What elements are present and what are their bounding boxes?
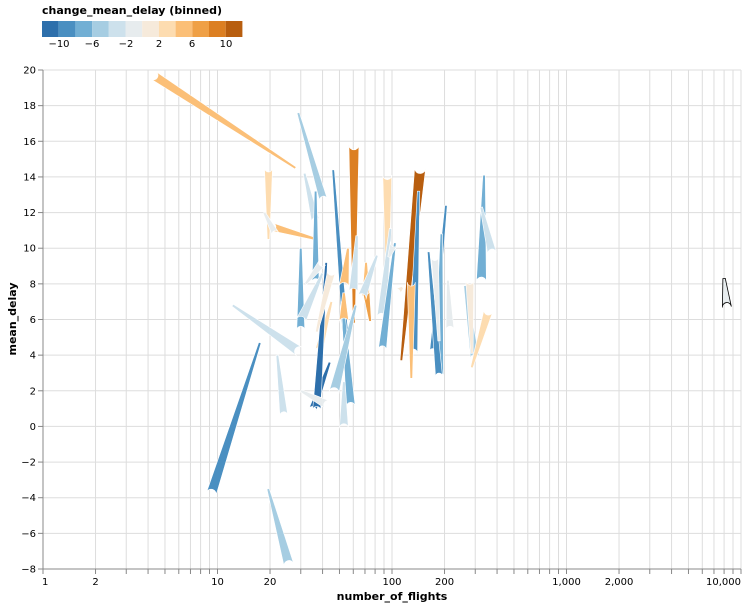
legend-swatch bbox=[108, 21, 126, 37]
y-tick-label: 10 bbox=[23, 244, 36, 255]
y-tick-label: 0 bbox=[30, 422, 36, 433]
trail bbox=[378, 242, 397, 351]
trail bbox=[264, 167, 273, 240]
legend-swatch bbox=[42, 21, 59, 37]
y-tick-label: 6 bbox=[30, 315, 36, 326]
legend-swatch bbox=[58, 21, 76, 37]
trail bbox=[393, 286, 404, 297]
trail bbox=[722, 277, 732, 308]
trail bbox=[479, 206, 497, 255]
legend-swatch bbox=[209, 21, 226, 37]
y-axis-title: mean_delay bbox=[6, 282, 19, 355]
trail bbox=[348, 144, 360, 324]
y-tick-label: 18 bbox=[23, 101, 36, 112]
color-legend: change_mean_delay (binned) −10 −6 −2 2 6 10 bbox=[42, 4, 243, 50]
legend-label: −6 bbox=[85, 39, 100, 50]
y-tick-label: 20 bbox=[23, 66, 36, 77]
y-tick-label: 16 bbox=[23, 137, 36, 148]
y-tick-label: 12 bbox=[23, 208, 36, 219]
grid bbox=[42, 69, 742, 570]
legend-swatch bbox=[225, 21, 243, 37]
trail bbox=[357, 254, 379, 300]
trail bbox=[338, 247, 350, 288]
trail bbox=[348, 235, 359, 294]
trail bbox=[270, 222, 318, 241]
trail bbox=[339, 381, 349, 429]
trail bbox=[275, 354, 289, 417]
trail bbox=[328, 304, 358, 394]
trail bbox=[304, 259, 326, 286]
legend-swatch bbox=[92, 21, 109, 37]
trail bbox=[262, 211, 279, 236]
y-tick-label: −6 bbox=[21, 529, 36, 540]
x-tick-label: 1 bbox=[42, 577, 48, 588]
trail bbox=[315, 270, 336, 333]
legend-swatch bbox=[175, 21, 193, 37]
trail bbox=[427, 251, 443, 377]
legend-label: 2 bbox=[156, 39, 162, 50]
legend-label: 6 bbox=[189, 39, 195, 50]
x-axis-title: number_of_flights bbox=[337, 590, 448, 603]
y-tick-label: 2 bbox=[30, 386, 36, 397]
trail bbox=[296, 112, 328, 202]
trail bbox=[295, 272, 325, 324]
x-tick-label: 200 bbox=[435, 577, 454, 588]
y-tick-label: 4 bbox=[30, 351, 36, 362]
x-tick-label: 1,000 bbox=[552, 577, 581, 588]
legend-swatch bbox=[125, 21, 143, 37]
x-tick-label: 2,000 bbox=[605, 577, 634, 588]
y-tick-label: 8 bbox=[30, 279, 36, 290]
legend-title: change_mean_delay (binned) bbox=[42, 4, 222, 17]
legend-swatch bbox=[158, 21, 176, 37]
legend-swatch bbox=[192, 21, 209, 37]
trail bbox=[296, 247, 306, 331]
legend-swatch bbox=[75, 21, 93, 37]
x-tick-label: 10 bbox=[211, 577, 224, 588]
trail bbox=[431, 256, 441, 342]
y-tick-label: −2 bbox=[21, 458, 36, 469]
trail bbox=[266, 488, 295, 567]
trail bbox=[299, 389, 331, 410]
trail bbox=[382, 175, 393, 294]
y-tick-label: 14 bbox=[23, 172, 36, 183]
trail bbox=[206, 341, 262, 496]
trail bbox=[338, 292, 350, 324]
trail bbox=[445, 279, 455, 331]
x-tick-label: 2 bbox=[92, 577, 98, 588]
trail bbox=[476, 174, 487, 283]
y-tick-label: −4 bbox=[21, 493, 36, 504]
trail bbox=[231, 303, 303, 356]
trail bbox=[465, 280, 475, 354]
legend-swatch bbox=[142, 21, 159, 37]
legend-label: −2 bbox=[119, 39, 134, 50]
trail bbox=[406, 282, 416, 379]
trail-marks bbox=[150, 71, 732, 567]
trail bbox=[150, 71, 297, 170]
x-tick-label: 20 bbox=[264, 577, 277, 588]
trail bbox=[470, 309, 494, 369]
trail bbox=[387, 241, 399, 258]
y-tick-label: −8 bbox=[21, 565, 36, 576]
legend-label: −10 bbox=[48, 39, 69, 50]
legend-label: 10 bbox=[220, 39, 233, 50]
x-tick-label: 10,000 bbox=[706, 577, 741, 588]
legend-swatches bbox=[42, 21, 243, 37]
legend-labels: −10 −6 −2 2 6 10 bbox=[48, 39, 232, 50]
x-tick-label: 100 bbox=[382, 577, 401, 588]
